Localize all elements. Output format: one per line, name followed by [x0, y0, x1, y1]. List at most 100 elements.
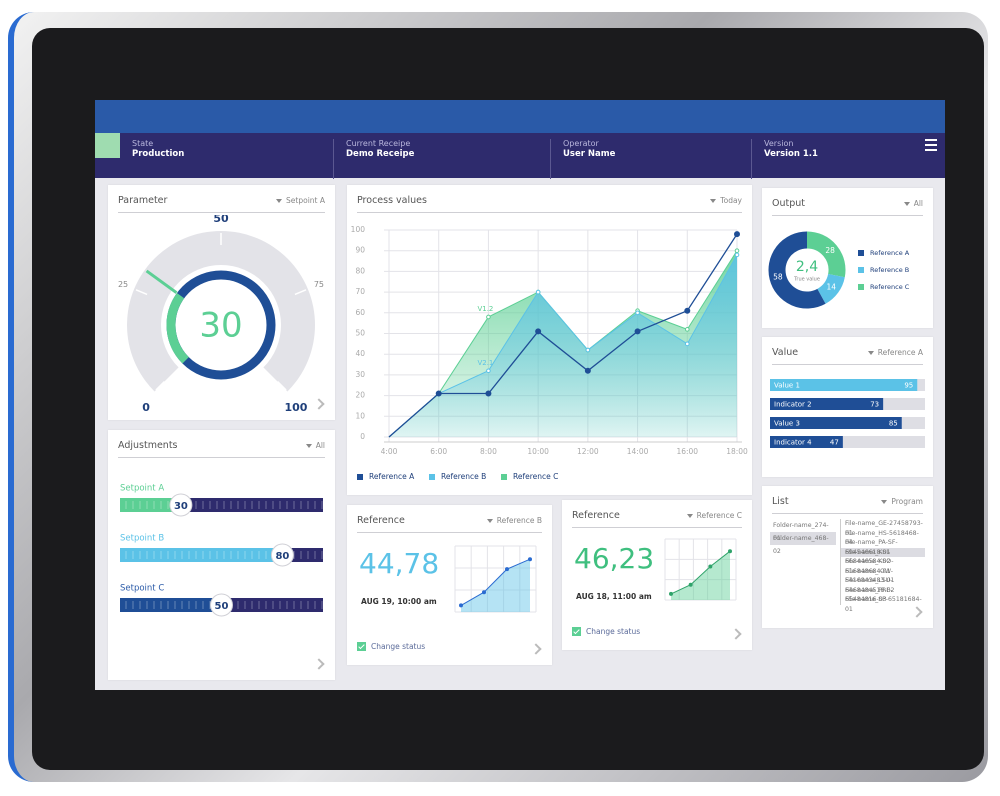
- file-item[interactable]: File-name_KSO-616848684-01: [845, 558, 894, 575]
- point: [485, 390, 492, 397]
- filter-label: Reference C: [696, 511, 742, 520]
- slider-knob: [169, 493, 193, 517]
- more-button[interactable]: [313, 658, 325, 670]
- legend-swatch: [357, 474, 363, 480]
- panel-filter[interactable]: Setpoint A: [276, 196, 325, 205]
- point: [584, 367, 591, 374]
- file-item[interactable]: File-name_PA-SF-694546618-01: [845, 539, 898, 556]
- folder-item[interactable]: Folder-name_274-01: [773, 522, 829, 542]
- panel-title: Parameter: [118, 195, 168, 206]
- divider: [357, 532, 542, 533]
- area-fill: [389, 254, 737, 437]
- filter-label: Program: [891, 497, 923, 506]
- file-item[interactable]: File-name_SP-65181684-01: [845, 596, 922, 613]
- panel-title: Reference: [357, 515, 405, 526]
- center-label: True value: [793, 277, 820, 283]
- reference-date: AUG 19, 10:00 am: [361, 597, 437, 606]
- field-value: Demo Receipe: [346, 149, 415, 159]
- panel-filter[interactable]: Program: [881, 497, 923, 506]
- point: [734, 252, 740, 258]
- point: [669, 591, 673, 596]
- slider-knob: [210, 593, 233, 617]
- point: [708, 564, 713, 569]
- field-value: User Name: [563, 149, 616, 159]
- panel-filter[interactable]: Reference A: [867, 348, 923, 357]
- more-button[interactable]: [730, 628, 742, 640]
- file-item[interactable]: File-name_HS-5618468-04: [845, 529, 919, 547]
- legend-swatch: [858, 284, 864, 290]
- header-field: Operator User Name: [550, 139, 615, 179]
- file-item[interactable]: File-name_PRE-65484816-03: [845, 586, 893, 604]
- y-tick-label: 100: [351, 225, 366, 234]
- gauge-tick-label: 25: [118, 280, 128, 289]
- x-tick-label: 10:00: [527, 447, 549, 456]
- gauge-tick: [294, 289, 307, 296]
- panel-title: List: [772, 496, 789, 507]
- reference-value: 44,78: [359, 547, 440, 580]
- y-tick-label: 80: [355, 266, 365, 275]
- legend-swatch: [501, 474, 507, 480]
- filter-label: All: [315, 441, 325, 450]
- panel-filter[interactable]: All: [903, 199, 923, 208]
- status-checkbox[interactable]: Change status: [572, 627, 640, 636]
- file-item[interactable]: File-name_KSI-668446584-02: [841, 547, 925, 565]
- file-item[interactable]: File-name_GE-27458793-01: [845, 520, 923, 537]
- point: [528, 557, 532, 562]
- gauge-value: 30: [199, 306, 242, 346]
- panel-filter[interactable]: Today: [710, 196, 742, 205]
- x-tick-label: 6:00: [430, 447, 447, 456]
- panel-filter[interactable]: Reference B: [486, 516, 542, 525]
- donut-value: 14: [826, 283, 836, 292]
- panel-filter[interactable]: All: [305, 441, 325, 450]
- y-tick-label: 10: [355, 411, 365, 420]
- file-item[interactable]: File-name_IOW-5416843483-01: [845, 567, 895, 585]
- status-checkbox[interactable]: Change status: [357, 641, 426, 651]
- file-list: File-name_GE-27458793-01 File-name_HS-561…: [840, 519, 925, 613]
- point: [684, 307, 691, 314]
- divider: [772, 513, 923, 514]
- bar-category: Value 3: [774, 420, 800, 428]
- field-label: Operator: [563, 139, 599, 148]
- more-button[interactable]: [911, 606, 923, 618]
- slider-value: 80: [275, 551, 289, 562]
- gauge-tick: [155, 381, 165, 391]
- point: [635, 310, 640, 316]
- legend-swatch: [858, 250, 864, 256]
- slider-value: 30: [174, 501, 188, 512]
- more-button[interactable]: [530, 643, 542, 655]
- field-label: State: [132, 139, 154, 148]
- point: [734, 231, 740, 238]
- divider: [357, 212, 742, 213]
- divider: [572, 527, 742, 528]
- y-tick-label: 90: [355, 246, 365, 255]
- file-item[interactable]: File-name_LSU-6468484518-02: [845, 577, 895, 594]
- point: [505, 567, 509, 572]
- bar: [770, 436, 843, 448]
- bar-value: 85: [889, 420, 898, 428]
- point: [459, 603, 463, 608]
- gauge-face: [161, 265, 281, 385]
- folder-list: Folder-name_274-01 Folder-name_468-02: [770, 519, 836, 555]
- status-label: Change status: [371, 641, 426, 651]
- y-tick-label: 60: [355, 308, 365, 317]
- annotation: V2.1: [477, 359, 493, 367]
- folder-item[interactable]: Folder-name_468-02: [770, 532, 836, 555]
- x-tick-label: 18:00: [726, 447, 748, 456]
- gauge-tick-label: 50: [213, 215, 229, 225]
- x-tick-label: 8:00: [480, 447, 497, 456]
- divider: [118, 212, 325, 213]
- bar: [770, 398, 884, 410]
- gauge: 0 25 50 75 100 30: [118, 215, 324, 414]
- gauge-tick: [135, 289, 148, 296]
- process-chart: 0 10 20 30 40 50 60 70 80 90 100 4:00 6:00 8:00 10:00 1…: [351, 225, 748, 481]
- gauge-needle: [145, 269, 178, 294]
- donut-value: 28: [825, 246, 835, 255]
- filter-label: Reference A: [877, 348, 923, 357]
- slider-fill: [120, 498, 181, 512]
- panel-filter[interactable]: Reference C: [686, 511, 742, 520]
- legend-label: Reference A: [369, 472, 415, 481]
- gauge-tick-label: 75: [314, 280, 324, 289]
- y-tick-label: 50: [355, 329, 365, 338]
- menu-button[interactable]: [925, 139, 937, 154]
- gauge-tick-label: 100: [284, 401, 307, 414]
